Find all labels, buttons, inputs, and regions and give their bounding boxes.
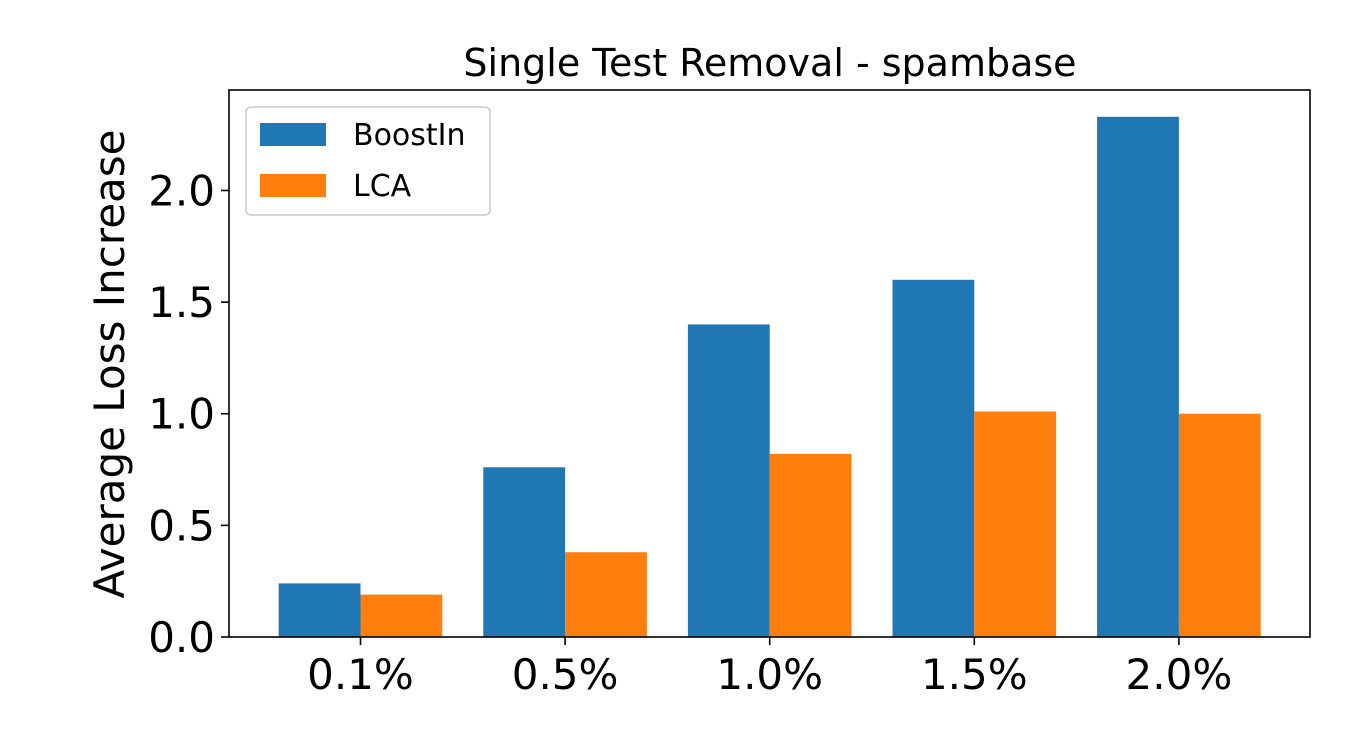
bar-boostin-1 [483, 467, 566, 637]
legend-label-lca: LCA [353, 169, 412, 204]
x-tick-label: 1.5% [921, 650, 1028, 699]
bar-lca-1 [565, 552, 647, 637]
bar-boostin-4 [1097, 116, 1179, 638]
y-tick-label: 2.0 [148, 166, 215, 215]
legend-swatch-boostin [260, 123, 326, 146]
y-tick-label: 1.0 [148, 390, 215, 439]
x-tick-label: 0.1% [307, 650, 414, 699]
bar-lca-4 [1178, 413, 1261, 637]
bar-boostin-0 [278, 583, 361, 637]
legend: BoostIn LCA [245, 106, 491, 216]
bars-group [278, 116, 1261, 638]
y-axis-ticks: 0.0 0.5 1.0 1.5 2.0 [148, 166, 229, 662]
x-tick-label: 2.0% [1126, 650, 1233, 699]
bar-lca-3 [974, 411, 1057, 637]
legend-swatch-lca [260, 174, 326, 197]
bar-lca-2 [769, 453, 852, 637]
x-axis-ticks: 0.1% 0.5% 1.0% 1.5% 2.0% [307, 637, 1232, 699]
bar-boostin-3 [892, 279, 975, 637]
y-tick-label: 0.0 [148, 613, 215, 662]
bar-lca-0 [360, 594, 443, 637]
x-tick-label: 1.0% [716, 650, 823, 699]
y-tick-label: 1.5 [148, 278, 215, 327]
y-tick-label: 0.5 [148, 501, 215, 550]
bar-boostin-2 [687, 324, 770, 637]
chart-title: Single Test Removal - spambase [463, 41, 1076, 85]
y-axis-label: Average Loss Increase [85, 129, 134, 598]
x-tick-label: 0.5% [512, 650, 619, 699]
legend-label-boostin: BoostIn [353, 118, 466, 153]
